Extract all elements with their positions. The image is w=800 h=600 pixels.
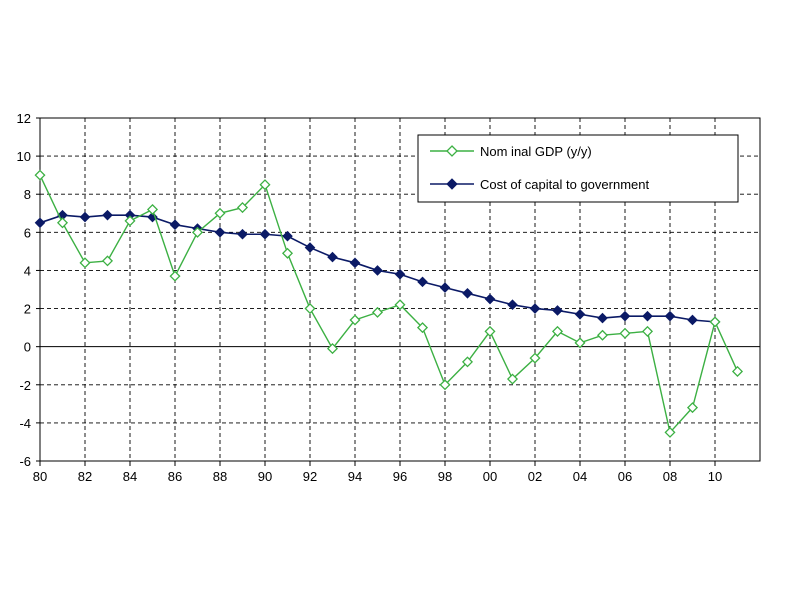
data-point-gdp bbox=[79, 257, 91, 269]
x-tick-label: 86 bbox=[168, 469, 182, 484]
data-point-gdp bbox=[304, 303, 316, 315]
data-point-cost-of-capital bbox=[34, 217, 46, 229]
data-point-cost-of-capital bbox=[327, 251, 338, 263]
x-tick-label: 10 bbox=[708, 469, 722, 484]
data-point-gdp bbox=[686, 402, 699, 414]
x-tick-label: 84 bbox=[123, 469, 137, 484]
data-point-gdp bbox=[574, 337, 586, 349]
y-tick-label: 2 bbox=[24, 302, 31, 317]
x-tick-label: 02 bbox=[528, 469, 542, 484]
data-point-cost-of-capital bbox=[304, 242, 316, 253]
data-point-gdp bbox=[394, 299, 406, 311]
data-point-gdp bbox=[506, 373, 519, 385]
x-tick-label: 94 bbox=[348, 469, 362, 484]
y-tick-label: -4 bbox=[19, 416, 31, 431]
data-point-cost-of-capital bbox=[417, 276, 428, 288]
data-point-cost-of-capital bbox=[462, 288, 473, 299]
data-point-gdp bbox=[191, 226, 204, 238]
x-tick-label: 90 bbox=[258, 469, 272, 484]
x-tick-label: 88 bbox=[213, 469, 227, 484]
data-point-cost-of-capital bbox=[237, 228, 248, 240]
y-tick-label: 6 bbox=[24, 225, 31, 240]
data-point-cost-of-capital bbox=[642, 310, 653, 322]
data-point-cost-of-capital bbox=[619, 310, 631, 322]
data-point-gdp bbox=[236, 202, 249, 214]
legend: Nom inal GDP (y/y) Cost of capital to go… bbox=[417, 134, 739, 203]
data-point-gdp bbox=[34, 169, 46, 181]
x-tick-label: 92 bbox=[303, 469, 317, 484]
data-point-gdp bbox=[281, 247, 294, 259]
data-point-cost-of-capital bbox=[664, 310, 676, 322]
data-point-gdp bbox=[461, 356, 474, 368]
data-point-gdp bbox=[349, 314, 361, 326]
x-tick-label: 96 bbox=[393, 469, 407, 484]
data-point-gdp bbox=[259, 179, 271, 191]
data-point-cost-of-capital bbox=[259, 228, 271, 240]
data-point-gdp bbox=[124, 215, 136, 227]
y-tick-label: -6 bbox=[19, 454, 31, 469]
y-tick-label: -2 bbox=[19, 378, 31, 393]
data-point-gdp bbox=[664, 426, 676, 438]
data-point-cost-of-capital bbox=[439, 282, 451, 293]
data-point-cost-of-capital bbox=[102, 209, 113, 221]
x-tick-label: 06 bbox=[618, 469, 632, 484]
data-point-gdp bbox=[641, 325, 654, 337]
data-point-gdp bbox=[529, 352, 541, 364]
data-point-cost-of-capital bbox=[484, 293, 496, 305]
data-point-gdp bbox=[169, 270, 181, 282]
y-tick-label: 0 bbox=[24, 340, 31, 355]
data-point-cost-of-capital bbox=[687, 314, 698, 326]
data-point-cost-of-capital bbox=[552, 305, 563, 316]
data-point-gdp bbox=[709, 316, 721, 328]
data-point-cost-of-capital bbox=[574, 308, 586, 320]
y-tick-label: 12 bbox=[17, 111, 31, 126]
x-tick-label: 98 bbox=[438, 469, 452, 484]
data-point-cost-of-capital bbox=[529, 303, 541, 314]
data-point-gdp bbox=[56, 217, 69, 229]
data-point-gdp bbox=[101, 255, 114, 267]
data-point-cost-of-capital bbox=[169, 219, 181, 231]
legend-marker-nominal-gdp bbox=[446, 145, 458, 157]
data-point-cost-of-capital bbox=[214, 227, 226, 238]
legend-box bbox=[417, 134, 739, 203]
x-tick-label: 82 bbox=[78, 469, 92, 484]
legend-label-nominal-gdp: Nom inal GDP (y/y) bbox=[480, 144, 592, 159]
data-point-gdp bbox=[484, 325, 496, 337]
data-point-cost-of-capital bbox=[282, 230, 293, 242]
x-tick-label: 80 bbox=[33, 469, 47, 484]
data-point-cost-of-capital bbox=[79, 211, 91, 223]
legend-marker-cost-of-capital bbox=[446, 178, 458, 190]
data-point-cost-of-capital bbox=[372, 265, 383, 276]
data-point-gdp bbox=[416, 322, 429, 334]
data-point-gdp bbox=[439, 379, 451, 391]
x-tick-label: 08 bbox=[663, 469, 677, 484]
data-point-gdp bbox=[619, 327, 631, 339]
data-point-gdp bbox=[326, 343, 339, 355]
data-point-cost-of-capital bbox=[349, 257, 361, 269]
data-point-cost-of-capital bbox=[394, 268, 406, 280]
data-point-gdp bbox=[596, 329, 609, 341]
y-tick-label: 10 bbox=[17, 149, 31, 164]
data-point-gdp bbox=[371, 306, 384, 318]
legend-label-cost-of-capital: Cost of capital to government bbox=[480, 177, 649, 192]
series-layer bbox=[34, 169, 744, 438]
y-tick-label: 4 bbox=[24, 263, 31, 278]
data-point-cost-of-capital bbox=[507, 299, 518, 311]
data-point-cost-of-capital bbox=[597, 312, 608, 324]
data-point-gdp bbox=[731, 365, 744, 377]
data-point-gdp bbox=[146, 203, 159, 215]
data-point-gdp bbox=[551, 325, 564, 337]
data-point-gdp bbox=[214, 207, 226, 219]
x-tick-label: 04 bbox=[573, 469, 587, 484]
y-tick-label: 8 bbox=[24, 187, 31, 202]
x-tick-label: 00 bbox=[483, 469, 497, 484]
